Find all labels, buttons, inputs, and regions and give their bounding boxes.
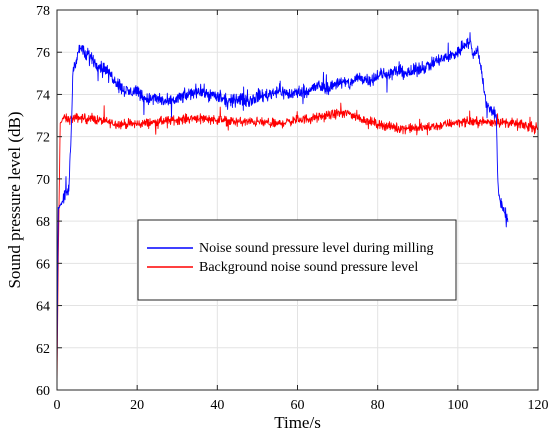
series-layer (56, 32, 539, 386)
legend-box (137, 219, 457, 301)
x-tick-label: 100 (447, 398, 468, 413)
y-tick-label: 60 (36, 384, 50, 399)
y-axis-title: Sound pressure level (dB) (5, 111, 24, 288)
series-line-milling (56, 32, 509, 370)
y-tick-label: 70 (36, 173, 50, 188)
x-tick-label: 60 (291, 398, 305, 413)
y-tick-label: 68 (36, 215, 50, 230)
axis-ticks: 0 20 40 60 80 100 120 60 62 64 66 68 70 72 74 76 78 (36, 4, 549, 413)
y-tick-label: 72 (36, 131, 50, 146)
x-tick-label: 80 (371, 398, 385, 413)
x-tick-label: 40 (210, 398, 224, 413)
y-tick-label: 64 (36, 300, 50, 315)
y-tick-label: 78 (36, 4, 50, 19)
x-tick-label: 120 (528, 398, 549, 413)
y-tick-label: 74 (36, 88, 50, 103)
legend-label-milling: Noise sound pressure level during millin… (199, 241, 433, 256)
legend: Noise sound pressure level during millin… (137, 219, 457, 301)
x-tick-label: 0 (54, 398, 61, 413)
x-axis-title: Time/s (274, 413, 321, 432)
y-tick-label: 76 (36, 46, 50, 61)
x-tick-label: 20 (130, 398, 144, 413)
y-tick-label: 62 (36, 342, 50, 357)
series-line-background (56, 102, 539, 386)
y-tick-label: 66 (36, 257, 50, 272)
legend-label-background: Background noise sound pressure level (199, 260, 418, 275)
